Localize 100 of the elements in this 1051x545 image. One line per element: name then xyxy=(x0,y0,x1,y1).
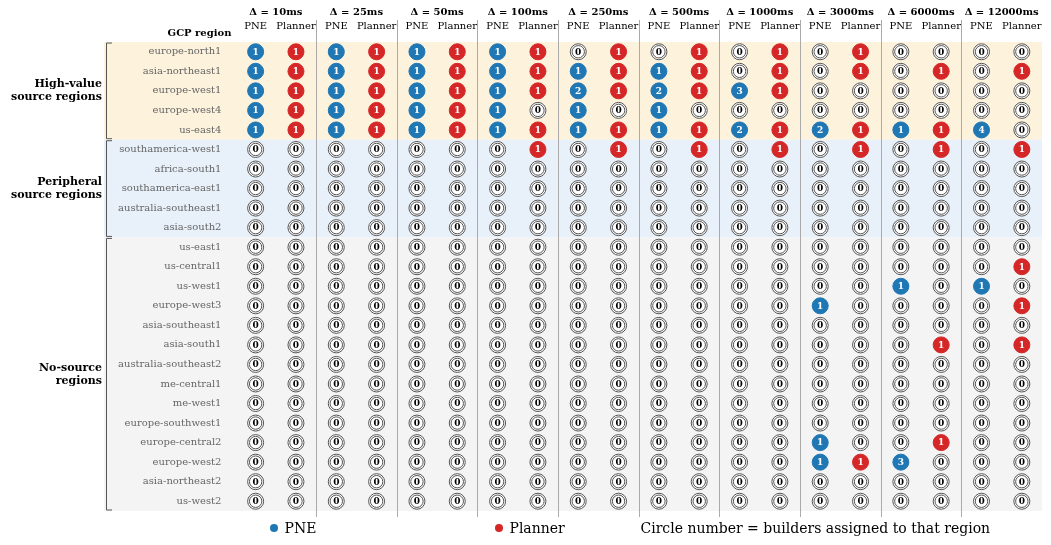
data-label: 0 xyxy=(454,183,461,194)
data-label: 0 xyxy=(938,378,945,389)
data-label: 1 xyxy=(413,85,421,96)
band-label: Peripheral source regions xyxy=(10,174,102,201)
data-label: 0 xyxy=(938,359,945,370)
y-tick-label: us-west2 xyxy=(176,494,222,506)
data-label: 0 xyxy=(494,261,501,272)
data-label: 1 xyxy=(454,66,461,77)
data-label: 0 xyxy=(292,183,300,194)
data-label: 0 xyxy=(736,476,743,487)
data-label: 0 xyxy=(978,417,985,428)
data-label: 0 xyxy=(978,261,985,272)
data-label: 0 xyxy=(252,476,259,487)
data-label: 0 xyxy=(938,300,945,311)
data-label: 0 xyxy=(938,261,945,272)
data-label: 0 xyxy=(615,202,622,213)
data-label: 0 xyxy=(776,281,784,292)
data-label: 0 xyxy=(978,476,985,487)
data-label: 1 xyxy=(252,105,259,116)
data-label: 1 xyxy=(897,124,904,135)
data-label: 1 xyxy=(776,85,784,96)
data-label: 1 xyxy=(454,46,461,57)
data-label: 1 xyxy=(655,124,663,135)
data-label: 0 xyxy=(736,202,743,213)
data-label: 0 xyxy=(292,320,300,331)
data-label: 0 xyxy=(615,359,622,370)
x-tick-label: PNE xyxy=(324,19,348,31)
data-label: 0 xyxy=(817,85,824,96)
data-label: 0 xyxy=(736,144,743,155)
data-label: 2 xyxy=(575,85,582,96)
data-label: 0 xyxy=(292,339,300,350)
data-label: 0 xyxy=(655,339,663,350)
data-label: 0 xyxy=(413,476,421,487)
data-label: 1 xyxy=(978,281,985,292)
data-label: 0 xyxy=(454,417,461,428)
data-label: 0 xyxy=(494,144,501,155)
data-label: 0 xyxy=(292,398,300,409)
data-label: 1 xyxy=(333,105,340,116)
data-label: 0 xyxy=(252,417,259,428)
data-label: 0 xyxy=(494,476,501,487)
data-label: 0 xyxy=(575,222,582,233)
data-label: 0 xyxy=(696,359,703,370)
data-label: 0 xyxy=(736,281,743,292)
data-label: 0 xyxy=(413,496,421,507)
data-label: 0 xyxy=(333,456,340,467)
band-label: High-value source regions xyxy=(10,77,102,104)
data-label: 0 xyxy=(333,242,340,253)
data-label: 0 xyxy=(494,281,501,292)
data-label: 0 xyxy=(413,398,421,409)
data-label: 0 xyxy=(1018,85,1025,96)
data-label: 1 xyxy=(817,456,824,467)
data-label: 0 xyxy=(252,320,259,331)
data-label: 1 xyxy=(615,66,622,77)
y-tick-label: me-west1 xyxy=(172,397,222,409)
data-label: 0 xyxy=(857,261,864,272)
data-label: 1 xyxy=(413,105,421,116)
data-label: 0 xyxy=(938,222,945,233)
data-label: 0 xyxy=(373,144,380,155)
y-tick-label: asia-south2 xyxy=(163,221,222,233)
data-label: 0 xyxy=(333,202,340,213)
data-label: 0 xyxy=(534,202,542,213)
data-label: 1 xyxy=(373,66,380,77)
data-label: 0 xyxy=(373,359,380,370)
data-label: 0 xyxy=(575,378,582,389)
data-label: 0 xyxy=(938,417,945,428)
data-label: 1 xyxy=(454,105,461,116)
data-label: 0 xyxy=(292,359,300,370)
data-label: 0 xyxy=(857,300,864,311)
y-tick-label: europe-north1 xyxy=(148,45,222,57)
data-label: 0 xyxy=(292,378,300,389)
data-label: 0 xyxy=(494,202,501,213)
data-label: 0 xyxy=(978,85,985,96)
data-label: 0 xyxy=(736,359,743,370)
x-tick-label: Planner xyxy=(437,19,478,31)
data-label: 0 xyxy=(776,105,784,116)
data-label: 1 xyxy=(494,85,501,96)
data-label: 0 xyxy=(817,476,824,487)
data-label: 1 xyxy=(292,66,300,77)
data-label: 0 xyxy=(413,320,421,331)
data-label: 0 xyxy=(897,242,904,253)
data-label: 1 xyxy=(696,66,703,77)
data-label: 0 xyxy=(494,378,501,389)
data-label: 1 xyxy=(534,124,542,135)
data-label: 0 xyxy=(736,496,743,507)
data-label: 0 xyxy=(897,66,904,77)
data-label: 0 xyxy=(978,456,985,467)
data-label: 1 xyxy=(534,85,542,96)
data-label: 0 xyxy=(897,437,904,448)
data-label: 0 xyxy=(938,105,945,116)
data-label: 3 xyxy=(736,85,743,96)
data-label: 0 xyxy=(736,66,743,77)
data-label: 0 xyxy=(534,300,542,311)
data-label: 4 xyxy=(978,124,985,135)
data-label: 0 xyxy=(938,46,945,57)
data-label: 0 xyxy=(978,144,985,155)
data-label: 1 xyxy=(857,66,864,77)
data-label: 0 xyxy=(575,456,582,467)
data-label: 0 xyxy=(1018,222,1025,233)
data-label: 0 xyxy=(776,242,784,253)
data-label: 0 xyxy=(776,476,784,487)
